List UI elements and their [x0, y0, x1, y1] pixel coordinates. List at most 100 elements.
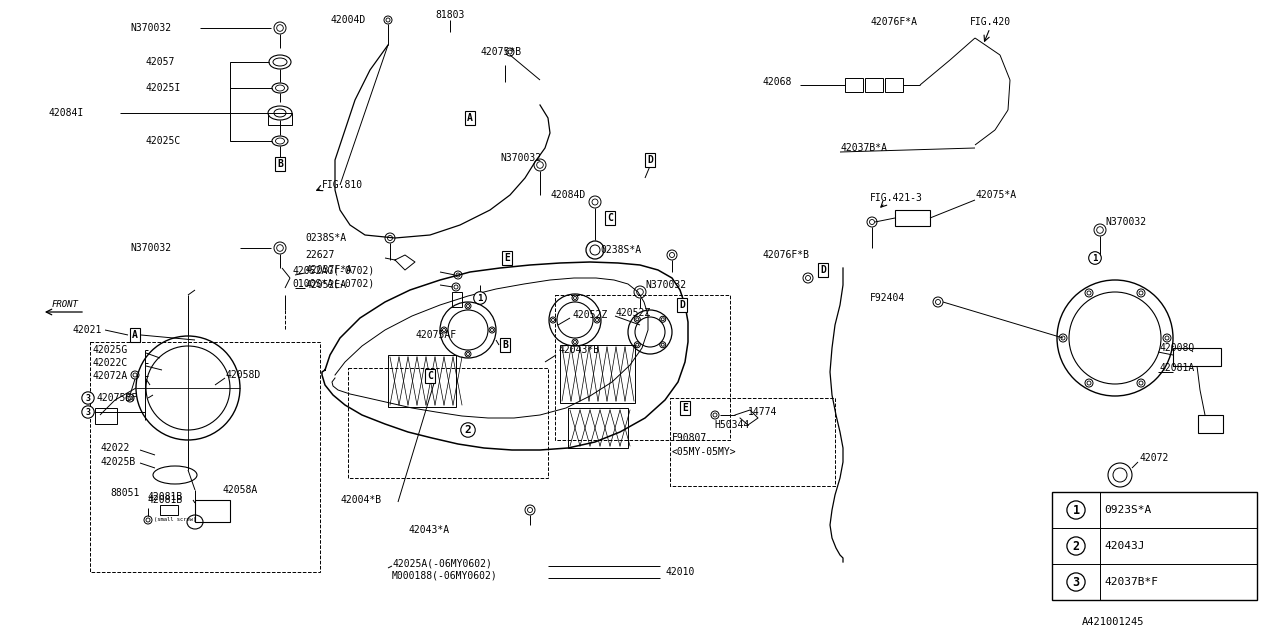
Text: 42075*A: 42075*A	[975, 190, 1016, 200]
Text: F90807: F90807	[672, 433, 708, 443]
Text: 0923S*A: 0923S*A	[1103, 505, 1151, 515]
Text: N370032: N370032	[500, 153, 541, 163]
Bar	[845, 78, 863, 92]
Text: M000188(-06MY0602): M000188(-06MY0602)	[392, 571, 498, 581]
Text: 42043*B: 42043*B	[558, 345, 599, 355]
Text: 88051: 88051	[110, 488, 140, 498]
Text: 42052Z: 42052Z	[614, 308, 650, 318]
Text: N370032: N370032	[131, 243, 172, 253]
Text: 3: 3	[1073, 575, 1079, 589]
Text: 2: 2	[465, 425, 471, 435]
Bar	[388, 355, 456, 407]
Text: 1: 1	[1073, 504, 1079, 516]
Text: 42075BF: 42075BF	[96, 393, 137, 403]
Text: 14774: 14774	[748, 407, 777, 417]
Text: FIG.421-3: FIG.421-3	[870, 193, 923, 203]
Text: 42022C: 42022C	[92, 358, 127, 368]
Text: 22627: 22627	[305, 250, 334, 260]
Text: 42081B: 42081B	[147, 495, 182, 505]
Text: 42025I: 42025I	[145, 83, 180, 93]
Text: 0238S*A: 0238S*A	[305, 233, 346, 243]
Text: 42072: 42072	[1140, 453, 1170, 463]
Bar	[669, 398, 835, 486]
Text: 42081A: 42081A	[1160, 363, 1196, 373]
Text: 42004*B: 42004*B	[340, 495, 381, 505]
Text: <05MY-05MY>: <05MY-05MY>	[672, 447, 736, 457]
Text: C: C	[428, 371, 433, 381]
Bar	[561, 345, 635, 403]
Text: A421001245: A421001245	[1082, 617, 1144, 627]
Text: 42037B*F: 42037B*F	[1103, 577, 1158, 587]
Text: F92404: F92404	[870, 293, 905, 303]
Bar	[195, 500, 230, 522]
Text: 42010: 42010	[666, 567, 694, 577]
Text: 42058D: 42058D	[225, 370, 260, 380]
Text: N370032: N370032	[1105, 217, 1146, 227]
Text: E: E	[504, 253, 509, 263]
Bar	[865, 78, 883, 92]
Text: B: B	[502, 340, 508, 350]
Bar	[95, 408, 116, 424]
Text: 42075AF: 42075AF	[415, 330, 456, 340]
Text: 42084D: 42084D	[550, 190, 585, 200]
Text: 42076F*B: 42076F*B	[762, 250, 809, 260]
Bar	[90, 342, 320, 572]
Bar	[1198, 415, 1222, 433]
Bar	[160, 505, 178, 515]
Text: 42025C: 42025C	[145, 136, 180, 146]
Text: E: E	[682, 403, 687, 413]
Text: C: C	[607, 213, 613, 223]
Text: 42025G: 42025G	[92, 345, 127, 355]
Text: 42075*B: 42075*B	[480, 47, 521, 57]
Bar	[1052, 492, 1257, 600]
Text: 42025A(-06MY0602): 42025A(-06MY0602)	[392, 558, 492, 568]
Bar	[268, 113, 292, 125]
Text: 3: 3	[86, 408, 91, 417]
Text: FIG.810: FIG.810	[323, 180, 364, 190]
Text: 42025B: 42025B	[100, 457, 136, 467]
Text: FIG.420: FIG.420	[970, 17, 1011, 27]
Bar	[452, 292, 462, 307]
Bar	[348, 368, 548, 478]
Text: 42057: 42057	[145, 57, 174, 67]
Text: 42037F*A: 42037F*A	[305, 265, 352, 275]
Text: 42037B*A: 42037B*A	[840, 143, 887, 153]
Text: A: A	[132, 330, 138, 340]
Bar	[556, 295, 730, 440]
Text: 0238S*A: 0238S*A	[600, 245, 641, 255]
Text: 42052EA: 42052EA	[305, 280, 346, 290]
Text: D: D	[680, 300, 685, 310]
Text: 1: 1	[1092, 253, 1098, 262]
Text: 42021: 42021	[72, 325, 101, 335]
Text: H50344: H50344	[714, 420, 749, 430]
Text: 42081B: 42081B	[147, 492, 182, 502]
Text: 42022: 42022	[100, 443, 129, 453]
Text: N370032: N370032	[645, 280, 686, 290]
Text: 81803: 81803	[435, 10, 465, 20]
Text: 42043*A: 42043*A	[408, 525, 449, 535]
Text: 42084I: 42084I	[49, 108, 83, 118]
Text: 0100S*A(-0702): 0100S*A(-0702)	[292, 278, 374, 288]
Text: D: D	[820, 265, 826, 275]
Text: 42052AG(-0702): 42052AG(-0702)	[292, 265, 374, 275]
Text: 42004D: 42004D	[330, 15, 365, 25]
Bar	[884, 78, 902, 92]
Text: 3: 3	[86, 394, 91, 403]
Text: 42043J: 42043J	[1103, 541, 1144, 551]
Text: B: B	[276, 159, 283, 169]
Text: 2: 2	[1073, 540, 1079, 552]
Text: 42068: 42068	[762, 77, 791, 87]
Bar	[895, 210, 931, 226]
Text: 42076F*A: 42076F*A	[870, 17, 916, 27]
Text: (small screw): (small screw)	[154, 518, 196, 522]
Text: D: D	[648, 155, 653, 165]
Bar	[568, 408, 628, 448]
Text: 42072A: 42072A	[92, 371, 127, 381]
Text: 42052Z: 42052Z	[572, 310, 607, 320]
Bar	[1172, 348, 1221, 366]
Text: 42058A: 42058A	[221, 485, 257, 495]
Text: N370032: N370032	[131, 23, 172, 33]
Text: A: A	[467, 113, 472, 123]
Text: 42008Q: 42008Q	[1160, 343, 1196, 353]
Text: FRONT: FRONT	[52, 300, 79, 308]
